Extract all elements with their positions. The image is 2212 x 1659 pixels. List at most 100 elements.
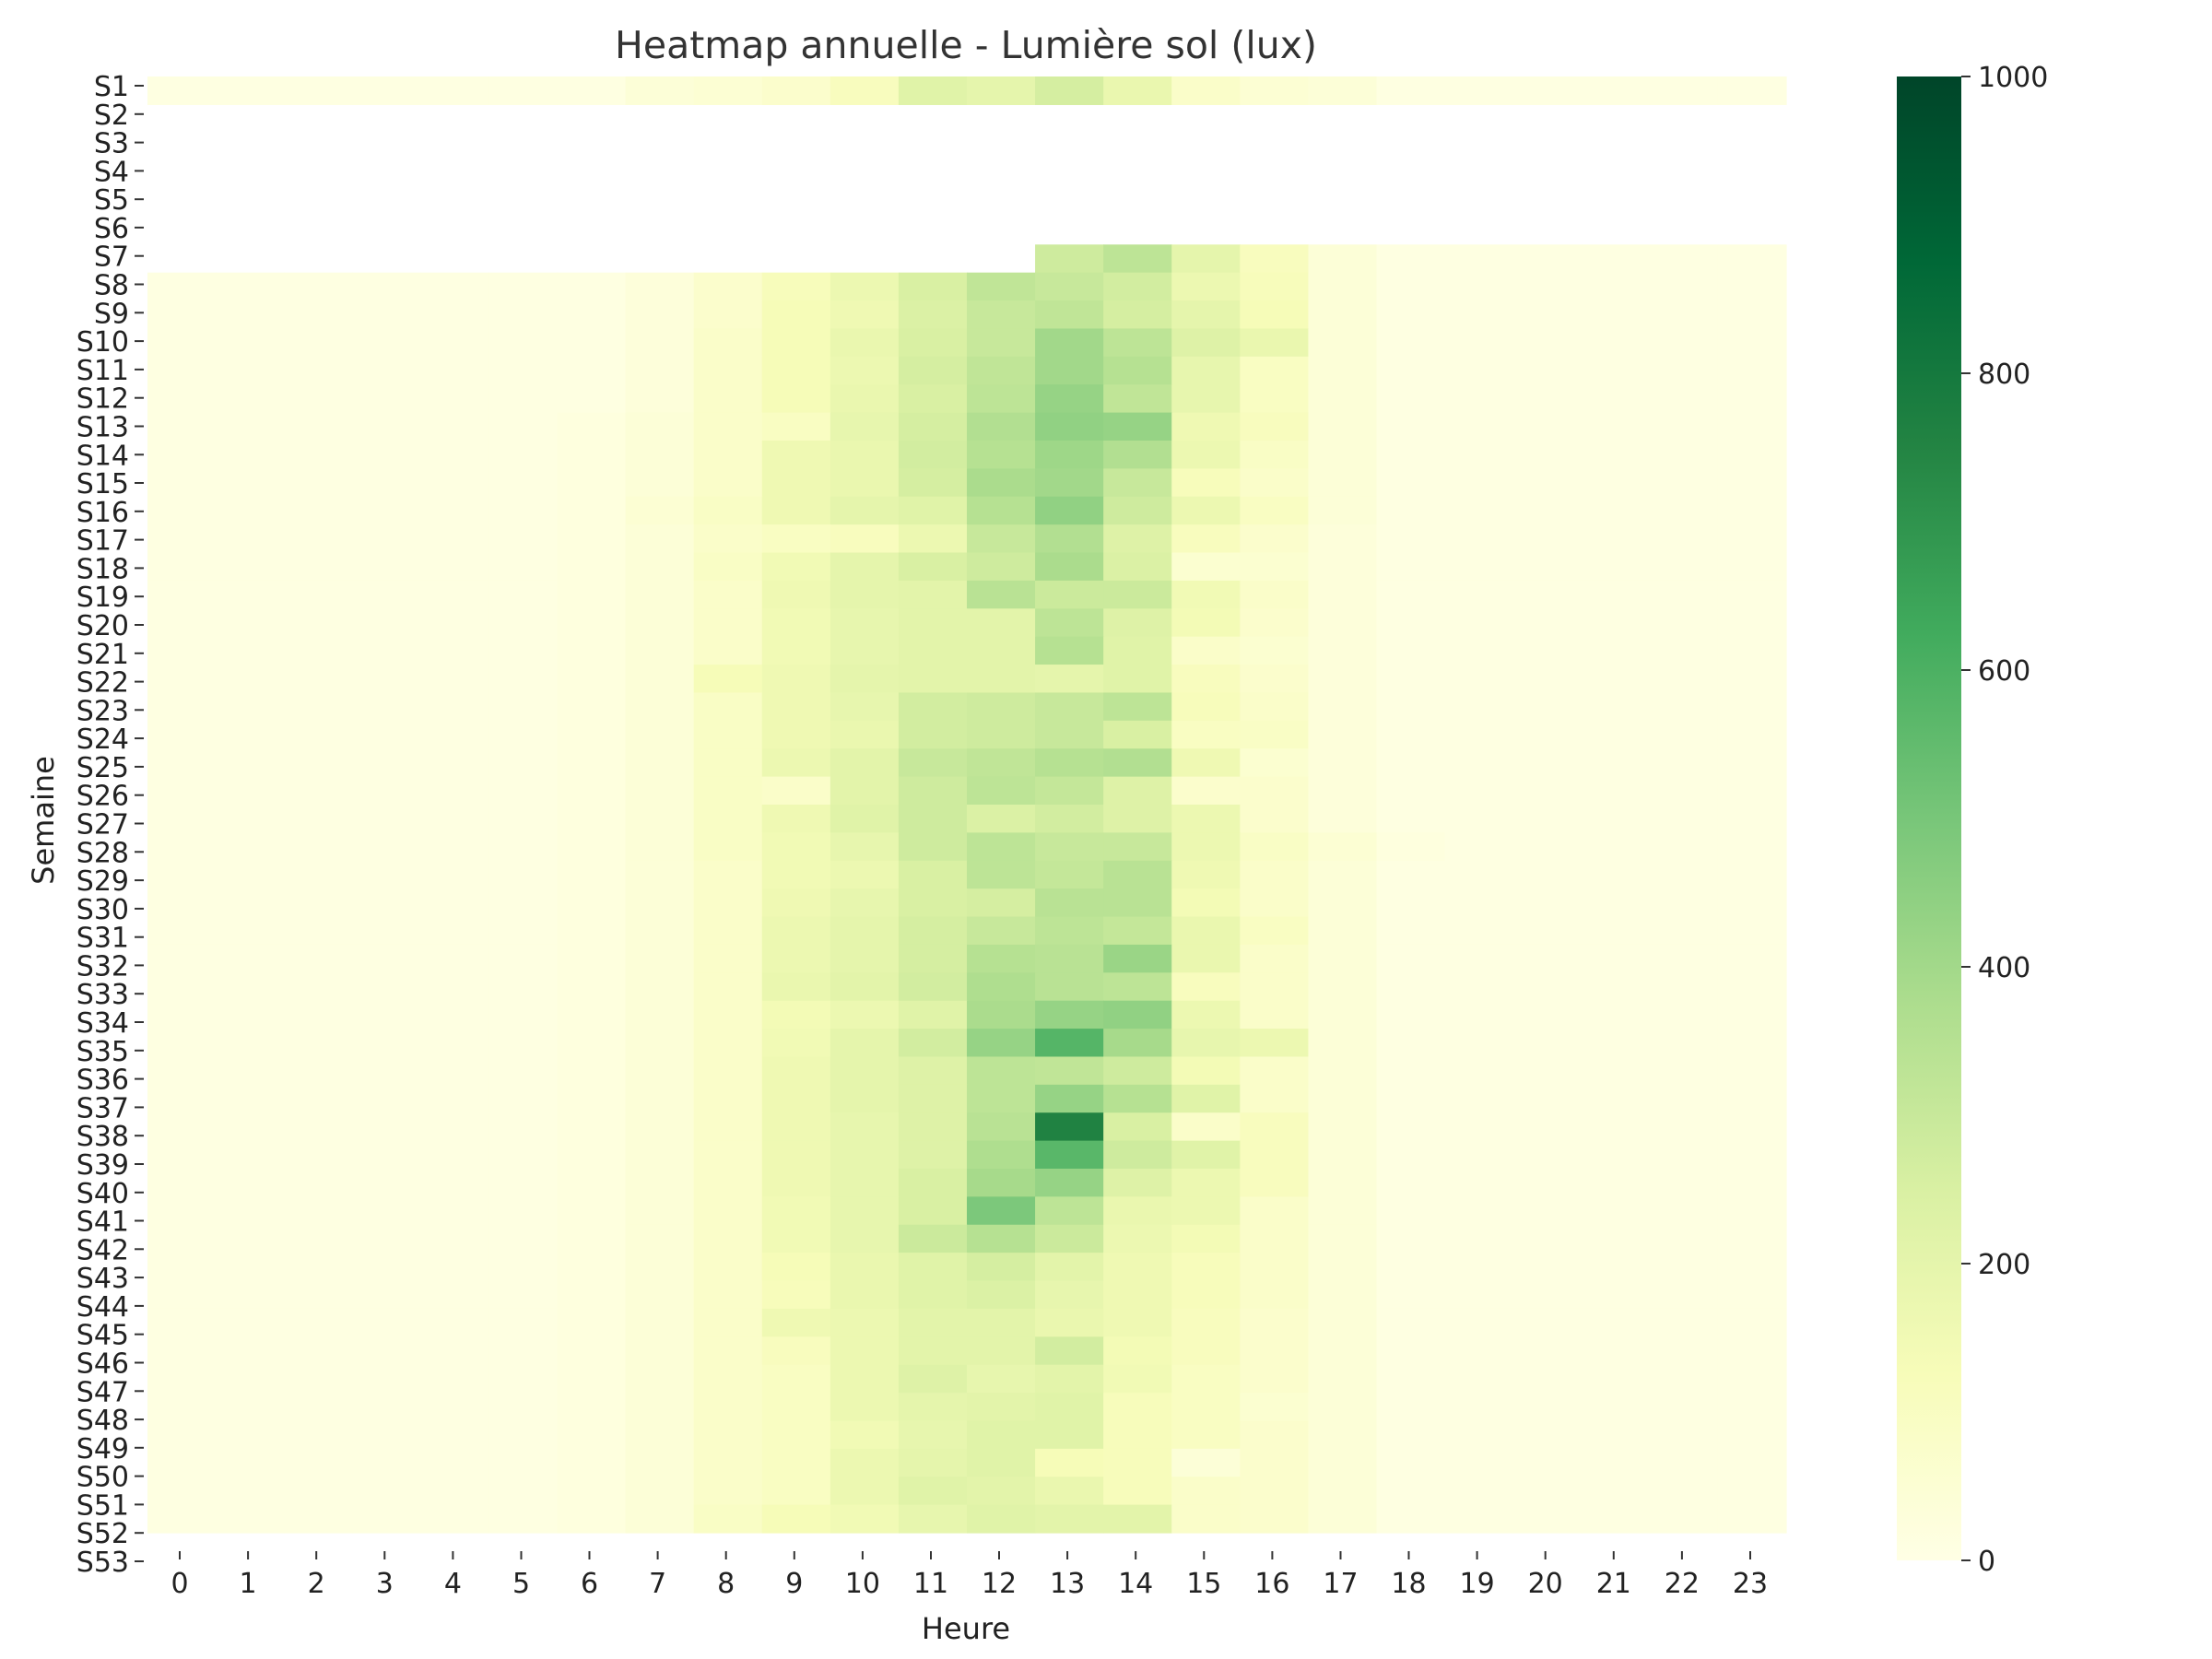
heatmap-cell-S22-h4 bbox=[420, 665, 490, 694]
y-tick-label-S27: S27 bbox=[76, 809, 129, 841]
heatmap-cell-S22-h18 bbox=[1376, 665, 1446, 694]
heatmap-cell-S31-h7 bbox=[625, 916, 695, 946]
heatmap-cell-S28-h17 bbox=[1308, 832, 1378, 862]
heatmap-cell-S19-h7 bbox=[625, 580, 695, 609]
heatmap-cell-S49-h13 bbox=[1035, 1420, 1104, 1450]
heatmap-cell-S49-h11 bbox=[898, 1420, 968, 1450]
x-tick-label-7: 7 bbox=[649, 1568, 666, 1600]
y-tick-label-S30: S30 bbox=[76, 894, 129, 926]
x-tick-label-16: 16 bbox=[1254, 1568, 1289, 1600]
heatmap-cell-S13-h15 bbox=[1171, 412, 1241, 441]
heatmap-cell-S16-h8 bbox=[693, 496, 763, 525]
heatmap-cell-S35-h14 bbox=[1103, 1029, 1172, 1058]
heatmap-cell-S33-h15 bbox=[1171, 972, 1241, 1002]
heatmap-cell-S35-h23 bbox=[1717, 1029, 1787, 1058]
heatmap-cell-S9-h15 bbox=[1171, 300, 1241, 330]
heatmap-cell-S12-h22 bbox=[1649, 384, 1719, 414]
heatmap-cell-S22-h11 bbox=[898, 665, 968, 694]
heatmap-cell-S27-h0 bbox=[147, 805, 217, 833]
heatmap-cell-S1-h23 bbox=[1717, 76, 1787, 105]
heatmap-cell-S17-h8 bbox=[693, 524, 763, 554]
heatmap-cell-S37-h17 bbox=[1308, 1084, 1378, 1113]
heatmap-cell-S25-h21 bbox=[1581, 748, 1651, 778]
heatmap-cell-S52-h23 bbox=[1717, 1504, 1787, 1534]
heatmap-cell-S22-h17 bbox=[1308, 665, 1378, 694]
heatmap-cell-S26-h20 bbox=[1512, 776, 1583, 806]
heatmap-cell-S35-h8 bbox=[693, 1029, 763, 1058]
heatmap-cell-S45-h16 bbox=[1240, 1308, 1310, 1337]
heatmap-cell-S33-h19 bbox=[1444, 972, 1514, 1002]
y-tick-label-S25: S25 bbox=[76, 752, 129, 784]
heatmap-cell-S35-h22 bbox=[1649, 1029, 1719, 1058]
heatmap-cell-S31-h9 bbox=[761, 916, 831, 946]
heatmap-cell-S1-h13 bbox=[1035, 76, 1104, 105]
heatmap-cell-S41-h9 bbox=[761, 1196, 831, 1226]
heatmap-cell-S50-h1 bbox=[216, 1448, 285, 1477]
heatmap-cell-S50-h23 bbox=[1717, 1448, 1787, 1477]
heatmap-cell-S17-h16 bbox=[1240, 524, 1310, 554]
heatmap-cell-S30-h6 bbox=[557, 888, 627, 918]
heatmap-cell-S24-h20 bbox=[1512, 720, 1583, 749]
heatmap-cell-S10-h20 bbox=[1512, 328, 1583, 358]
heatmap-cell-S36-h4 bbox=[420, 1056, 490, 1086]
heatmap-cell-S15-h10 bbox=[830, 468, 900, 498]
heatmap-cell-S21-h7 bbox=[625, 636, 695, 665]
heatmap-cell-S27-h3 bbox=[352, 805, 421, 833]
heatmap-cell-S42-h8 bbox=[693, 1224, 763, 1253]
heatmap-cell-S10-h21 bbox=[1581, 328, 1651, 358]
heatmap-cell-S29-h7 bbox=[625, 860, 695, 889]
heatmap-cell-S27-h8 bbox=[693, 805, 763, 833]
heatmap-cell-S27-h21 bbox=[1581, 805, 1651, 833]
y-tick-label-S3: S3 bbox=[94, 128, 129, 160]
heatmap-cell-S47-h12 bbox=[967, 1364, 1036, 1394]
heatmap-cell-S50-h16 bbox=[1240, 1448, 1310, 1477]
heatmap-cell-S23-h7 bbox=[625, 692, 695, 722]
heatmap-cell-S7-h14 bbox=[1103, 244, 1172, 274]
heatmap-cell-S51-h23 bbox=[1717, 1477, 1787, 1506]
heatmap-cell-S47-h11 bbox=[898, 1364, 968, 1394]
heatmap-cell-S1-h9 bbox=[761, 76, 831, 105]
heatmap-cell-S27-h1 bbox=[216, 805, 285, 833]
heatmap-cell-S34-h16 bbox=[1240, 1000, 1310, 1030]
heatmap-cell-S52-h14 bbox=[1103, 1504, 1172, 1534]
heatmap-cell-S49-h15 bbox=[1171, 1420, 1241, 1450]
heatmap-cell-S28-h16 bbox=[1240, 832, 1310, 862]
heatmap-cell-S51-h14 bbox=[1103, 1477, 1172, 1506]
heatmap-cell-S38-h18 bbox=[1376, 1112, 1446, 1142]
y-tick-label-S39: S39 bbox=[76, 1149, 129, 1182]
heatmap-cell-S40-h9 bbox=[761, 1169, 831, 1197]
heatmap-cell-S13-h4 bbox=[420, 412, 490, 441]
heatmap-cell-S45-h2 bbox=[284, 1308, 353, 1337]
heatmap-cell-S48-h4 bbox=[420, 1393, 490, 1422]
heatmap-cell-S38-h16 bbox=[1240, 1112, 1310, 1142]
heatmap-cell-S38-h10 bbox=[830, 1112, 900, 1142]
heatmap-cell-S22-h2 bbox=[284, 665, 353, 694]
heatmap-cell-S47-h4 bbox=[420, 1364, 490, 1394]
heatmap-cell-S40-h8 bbox=[693, 1169, 763, 1197]
heatmap-cell-S47-h6 bbox=[557, 1364, 627, 1394]
heatmap-cell-S28-h7 bbox=[625, 832, 695, 862]
heatmap-cell-S36-h11 bbox=[898, 1056, 968, 1086]
heatmap-cell-S9-h6 bbox=[557, 300, 627, 330]
heatmap-cell-S15-h15 bbox=[1171, 468, 1241, 498]
heatmap-cell-S45-h19 bbox=[1444, 1308, 1514, 1337]
heatmap-cell-S29-h1 bbox=[216, 860, 285, 889]
heatmap-cell-S18-h13 bbox=[1035, 552, 1104, 582]
heatmap-cell-S25-h14 bbox=[1103, 748, 1172, 778]
heatmap-cell-S47-h5 bbox=[488, 1364, 559, 1394]
heatmap-cell-S40-h20 bbox=[1512, 1169, 1583, 1197]
heatmap-cell-S11-h5 bbox=[488, 356, 559, 385]
heatmap-cell-S32-h23 bbox=[1717, 944, 1787, 973]
heatmap-cell-S45-h3 bbox=[352, 1308, 421, 1337]
heatmap-cell-S19-h22 bbox=[1649, 580, 1719, 609]
heatmap-cell-S50-h6 bbox=[557, 1448, 627, 1477]
heatmap-cell-S29-h16 bbox=[1240, 860, 1310, 889]
heatmap-cell-S37-h1 bbox=[216, 1084, 285, 1113]
heatmap-cell-S37-h22 bbox=[1649, 1084, 1719, 1113]
heatmap-cell-S19-h19 bbox=[1444, 580, 1514, 609]
heatmap-cell-S12-h7 bbox=[625, 384, 695, 414]
heatmap-cell-S18-h4 bbox=[420, 552, 490, 582]
heatmap-cell-S50-h13 bbox=[1035, 1448, 1104, 1477]
heatmap-cell-S41-h8 bbox=[693, 1196, 763, 1226]
heatmap-cell-S31-h21 bbox=[1581, 916, 1651, 946]
